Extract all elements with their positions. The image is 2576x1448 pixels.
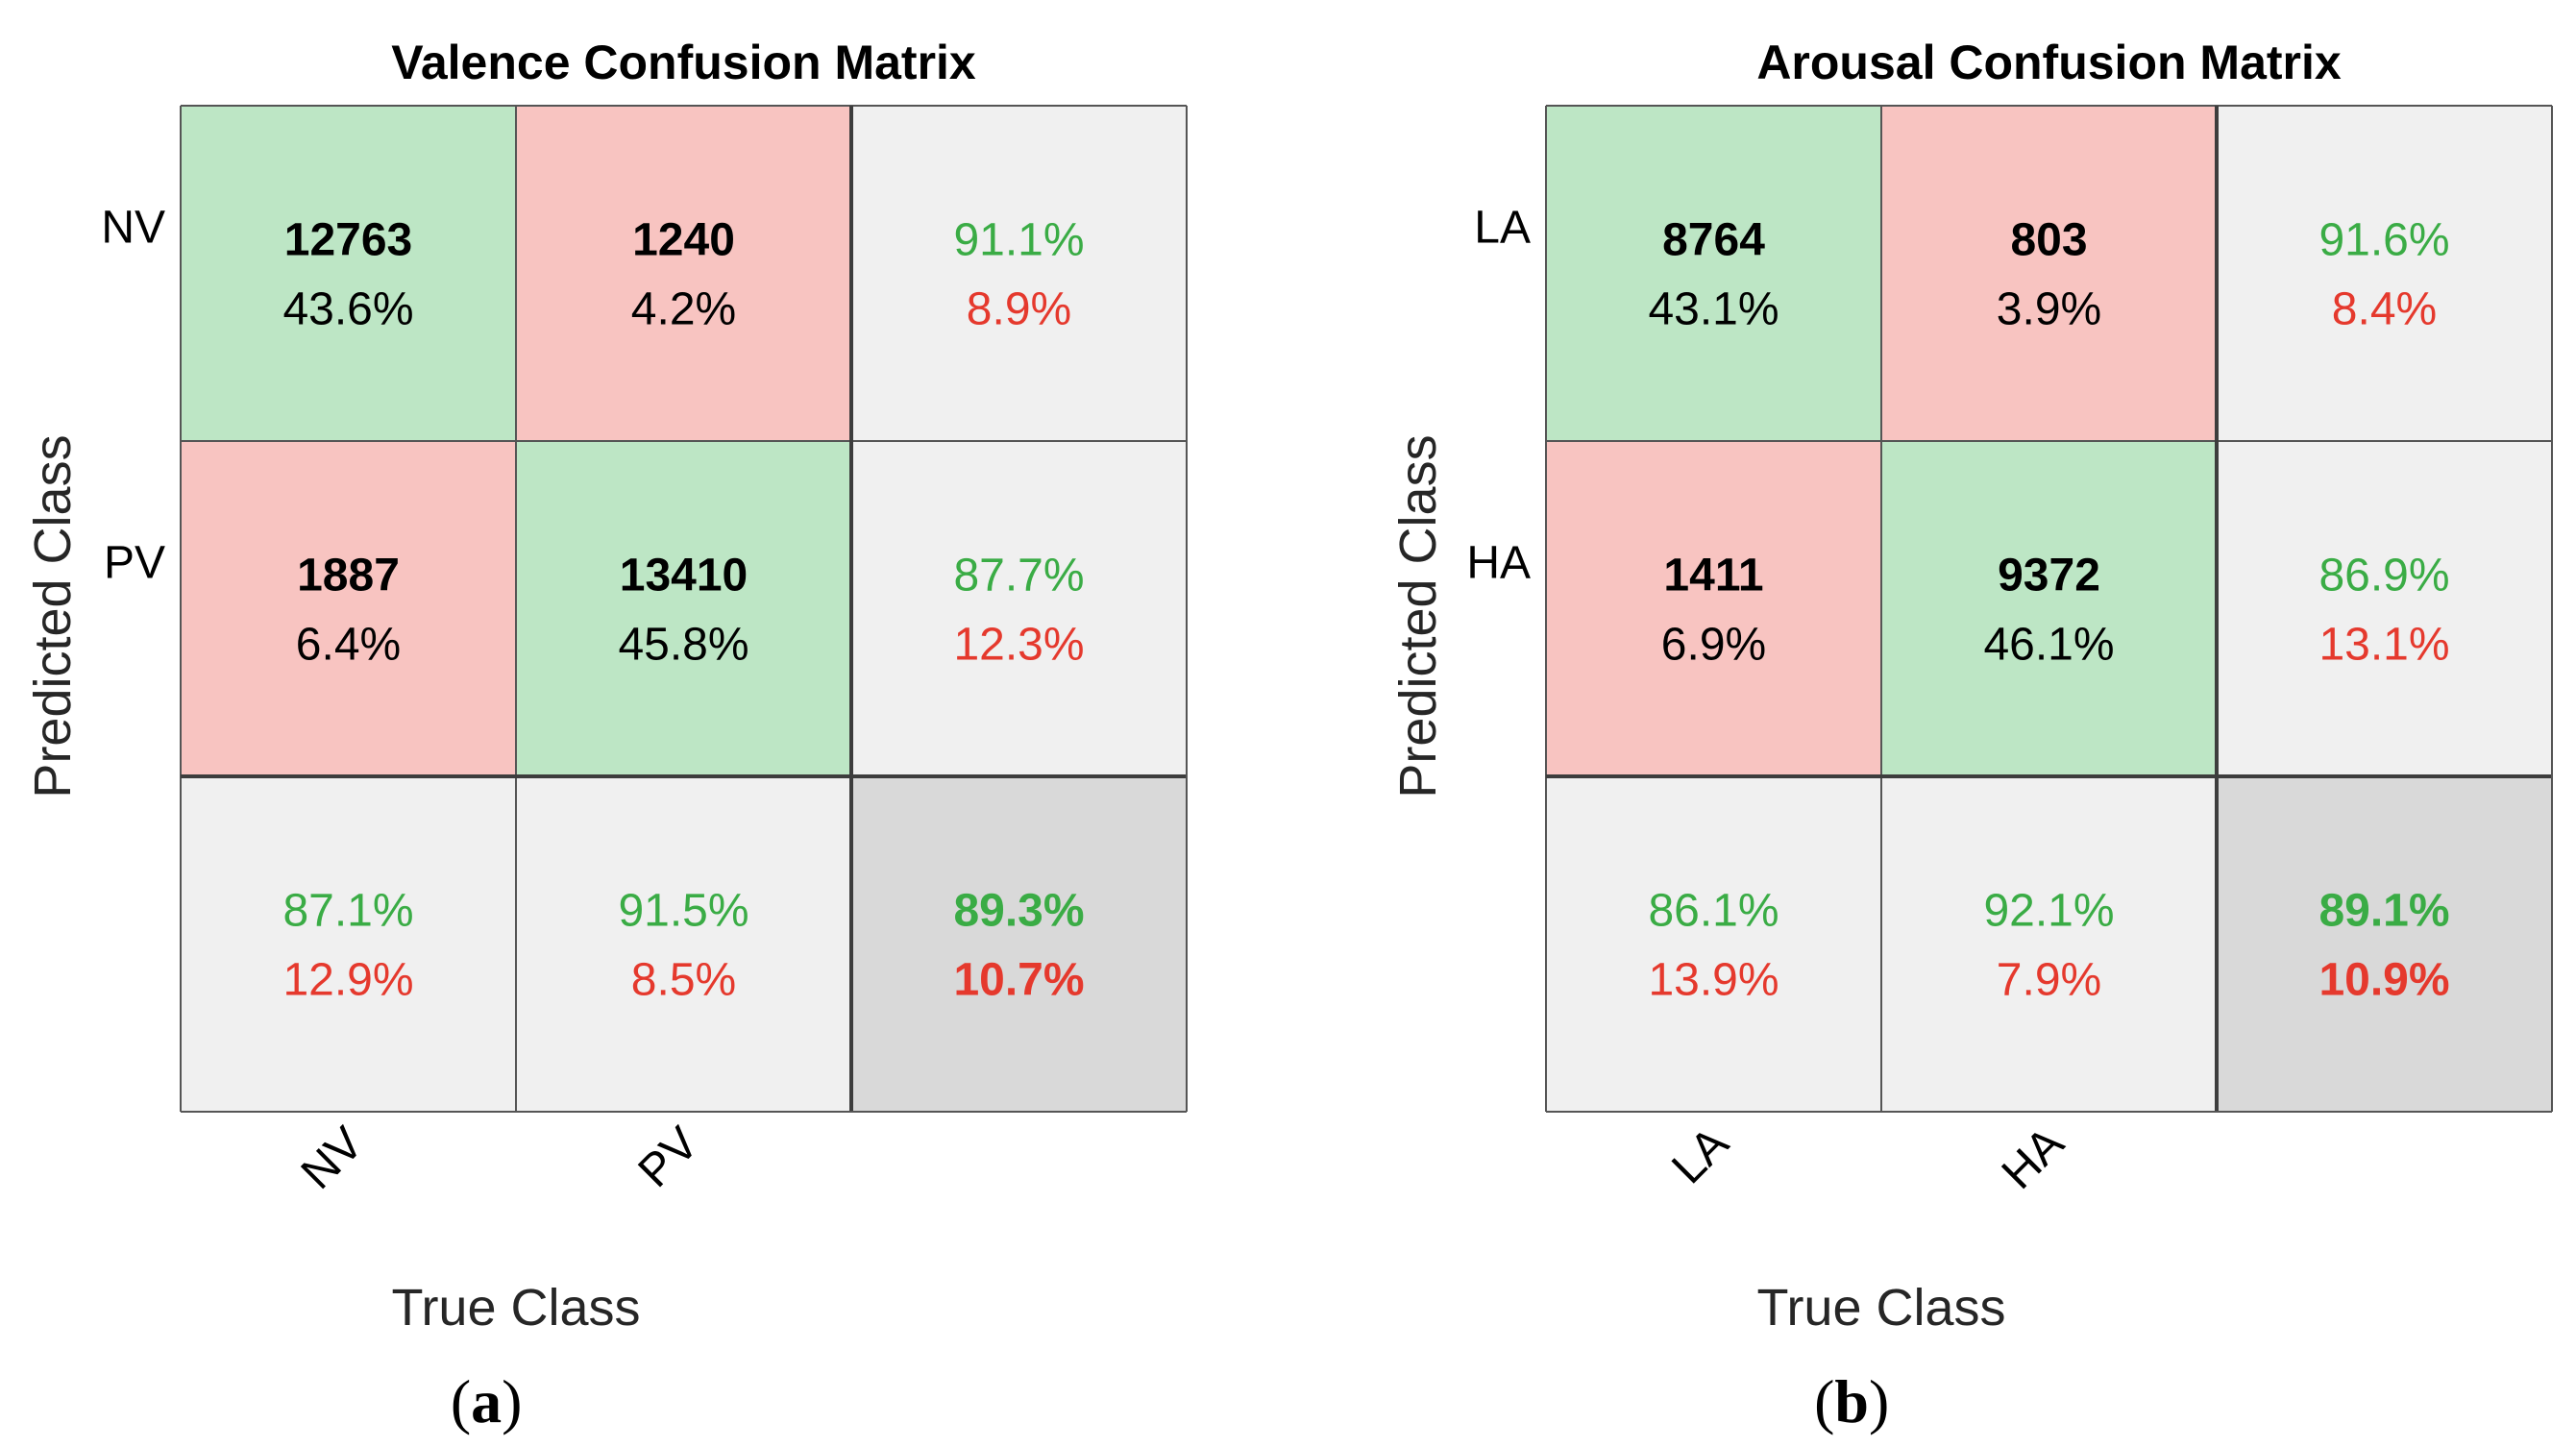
row-summary-correct: 91.6% [2318,215,2449,266]
cell-count: 1887 [297,551,400,601]
row-summary-correct: 91.1% [953,215,1084,266]
incorrect-cell [516,106,851,441]
row-summary-correct: 86.9% [2318,551,2449,601]
cell-percent: 3.9% [1997,284,2101,335]
cell-percent: 6.9% [1661,620,1766,671]
overall-cell [851,776,1187,1112]
col-summary-incorrect: 12.9% [282,955,413,1006]
valence-confusion-matrix-panel: Valence Confusion Matrix 12763 43.6% 1240 4.… [24,36,1188,1436]
col-summary-incorrect: 8.5% [631,955,736,1006]
cell-count: 1411 [1663,551,1763,601]
cell-count: 1240 [632,215,735,266]
incorrect-cell [1546,441,1881,776]
incorrect-cell [181,441,516,776]
col-tick-label: PV [629,1117,709,1197]
correct-cell [516,441,851,776]
summary-cell [2217,106,2552,441]
overall-error: 10.9% [2318,955,2449,1006]
col-tick-label: NV [292,1117,374,1199]
cell-percent: 45.8% [618,620,748,671]
cell-count: 13410 [620,551,748,601]
summary-cell [1881,776,2217,1112]
y-axis-label: Predicted Class [24,434,82,798]
x-axis-label: True Class [1756,1279,2005,1337]
row-summary-incorrect: 12.3% [953,620,1084,671]
y-axis-label: Predicted Class [1389,434,1447,798]
cell-percent: 43.6% [282,284,413,335]
incorrect-cell [1881,106,2217,441]
cell-percent: 4.2% [631,284,736,335]
overall-accuracy: 89.3% [953,886,1084,937]
cell-percent: 6.4% [296,620,401,671]
subfigure-caption: (a) [451,1367,523,1436]
row-summary-incorrect: 13.1% [2318,620,2449,671]
row-tick-label: NV [101,203,165,254]
row-summary-correct: 87.7% [953,551,1084,601]
subfigure-caption: (b) [1814,1367,1889,1436]
row-summary-incorrect: 8.4% [2332,284,2437,335]
chart-title: Arousal Confusion Matrix [1756,36,2342,89]
chart-title: Valence Confusion Matrix [391,36,976,89]
cell-percent: 43.1% [1648,284,1779,335]
cell-count: 9372 [1998,551,2100,601]
summary-cell [181,776,516,1112]
col-summary-correct: 92.1% [1983,886,2114,937]
col-summary-correct: 91.5% [618,886,748,937]
summary-cell [2217,441,2552,776]
summary-cell [851,441,1187,776]
summary-cell [1546,776,1881,1112]
col-summary-incorrect: 7.9% [1997,955,2101,1006]
row-tick-label: PV [104,538,165,589]
cell-count: 8764 [1662,215,1765,266]
row-tick-label: HA [1466,538,1531,589]
cell-percent: 46.1% [1983,620,2114,671]
row-summary-incorrect: 8.9% [967,284,1071,335]
correct-cell [1546,106,1881,441]
col-tick-label: LA [1662,1117,1738,1193]
overall-accuracy: 89.1% [2318,886,2449,937]
cell-count: 803 [2010,215,2087,266]
row-tick-label: LA [1474,203,1531,254]
correct-cell [181,106,516,441]
cell-count: 12763 [284,215,412,266]
arousal-confusion-matrix-panel: Arousal Confusion Matrix 8764 43.1% 803 3.9%… [1389,36,2553,1436]
col-summary-correct: 87.1% [282,886,413,937]
col-summary-incorrect: 13.9% [1648,955,1779,1006]
overall-error: 10.7% [953,955,1084,1006]
correct-cell [1881,441,2217,776]
summary-cell [851,106,1187,441]
col-summary-correct: 86.1% [1648,886,1779,937]
summary-cell [516,776,851,1112]
x-axis-label: True Class [391,1279,640,1337]
overall-cell [2217,776,2552,1112]
col-tick-label: HA [1993,1117,2074,1199]
